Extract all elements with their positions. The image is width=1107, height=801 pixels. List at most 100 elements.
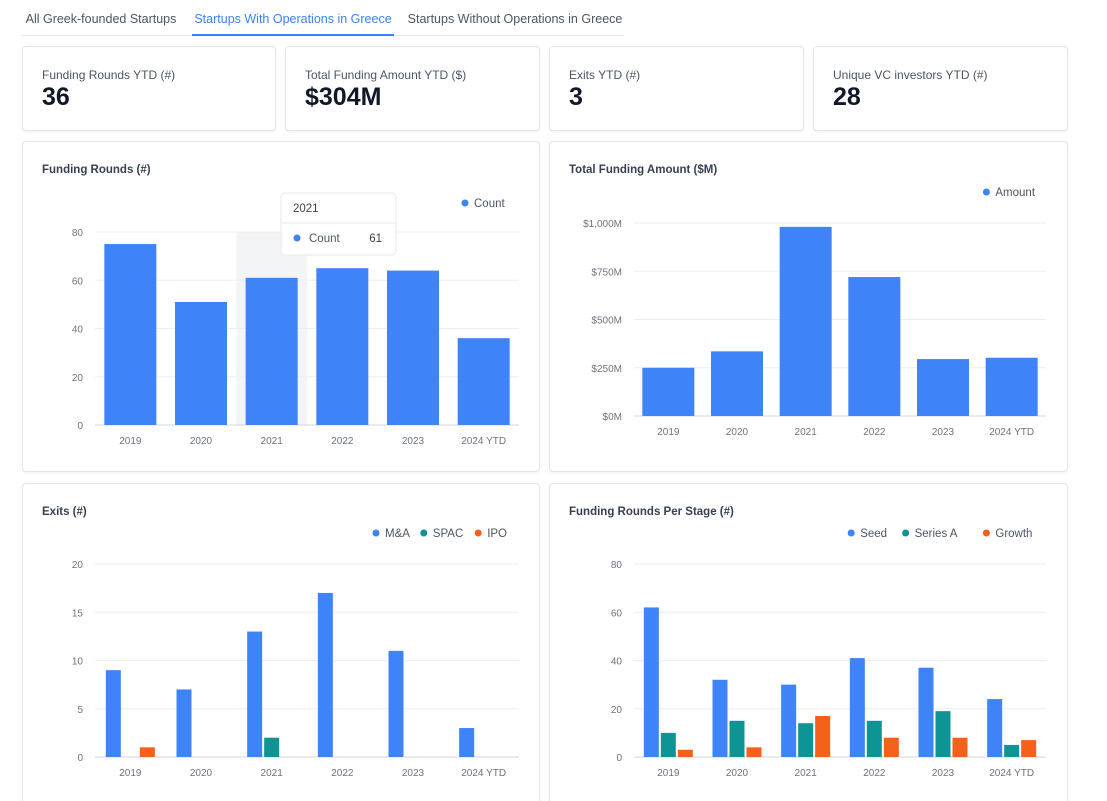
bar: [935, 711, 951, 757]
y-tick-label: 5: [77, 705, 83, 716]
tooltip-title: 2021: [293, 203, 319, 215]
x-tick-label: 2024 YTD: [989, 427, 1034, 438]
y-tick-label: $250M: [591, 364, 622, 375]
x-tick-label: 2019: [119, 768, 142, 779]
y-tick-label: 20: [72, 560, 84, 571]
y-tick-label: 0: [616, 753, 622, 764]
y-tick-label: $500M: [591, 316, 622, 327]
bar: [459, 728, 475, 757]
y-tick-label: $1,000M: [583, 219, 622, 230]
bar: [781, 684, 797, 757]
kpi-label: Exits YTD (#): [569, 68, 641, 82]
kpi-card-total-funding: Total Funding Amount YTD ($) $304M: [285, 46, 540, 131]
kpi-value: 36: [42, 83, 70, 111]
y-tick-label: 20: [72, 373, 84, 384]
bar: [247, 631, 263, 757]
tab-all-greek-founded[interactable]: All Greek-founded Startups: [25, 12, 177, 26]
bar: [176, 689, 192, 757]
tooltip-marker: [293, 234, 301, 242]
bar: [918, 667, 934, 757]
legend-label: SPAC: [433, 528, 463, 540]
bar: [798, 723, 814, 757]
x-tick-label: 2023: [402, 768, 425, 779]
x-tick-label: 2022: [863, 768, 886, 779]
kpi-value: 3: [569, 83, 583, 111]
kpi-value: $304M: [305, 83, 382, 111]
tooltip-box: [280, 192, 397, 256]
kpi-value: 28: [833, 83, 861, 111]
legend-label: IPO: [487, 528, 507, 540]
kpi-card-exits: Exits YTD (#) 3: [549, 46, 804, 131]
legend-label: Series A: [915, 528, 958, 540]
bar: [815, 715, 831, 757]
x-tick-label: 2024 YTD: [461, 768, 506, 779]
chart-card-funding-rounds: Funding Rounds (#) 0 20 40 60 80 2019 2020 2021…: [22, 141, 540, 472]
legend-marker: [902, 529, 910, 537]
funding-rounds-chart: 0 20 40 60 80 2019 2020 2021 2022 2023 2024 YTD Cou…: [72, 192, 519, 447]
kpi-label: Unique VC investors YTD (#): [833, 68, 988, 82]
y-tick-label: 40: [72, 325, 84, 336]
chart-card-funding-per-stage: Funding Rounds Per Stage (#) 0 20 40 60 80 20…: [549, 483, 1068, 801]
x-tick-label: 2020: [190, 768, 213, 779]
tooltip-series-label: Count: [309, 233, 340, 245]
x-tick-label: 2021: [261, 768, 284, 779]
chart-title: Total Funding Amount ($M): [569, 164, 718, 176]
y-tick-label: 0: [77, 753, 83, 764]
x-tick-label: 2022: [863, 427, 886, 438]
bar: [677, 749, 693, 757]
bar: [729, 720, 745, 757]
x-tick-label: 2023: [402, 436, 425, 447]
bar: [660, 732, 676, 757]
x-tick-label: 2020: [190, 436, 213, 447]
y-tick-label: 15: [72, 608, 84, 619]
x-tick-label: 2019: [657, 427, 680, 438]
tab-bar: All Greek-founded Startups Startups With…: [22, 6, 624, 36]
legend-marker: [372, 529, 380, 537]
bar: [245, 277, 298, 425]
bar: [139, 747, 155, 757]
legend-marker: [982, 529, 990, 537]
bar: [883, 737, 899, 757]
y-tick-label: 40: [611, 657, 623, 668]
legend-marker: [461, 199, 469, 207]
bar: [388, 650, 404, 757]
y-tick-label: $0M: [603, 412, 622, 423]
legend-label: M&A: [385, 528, 410, 540]
x-tick-label: 2024 YTD: [989, 768, 1034, 779]
chart-card-exits: Exits (#) 0 5 10 15 20 2019 2020 2021 2022 2023 20…: [22, 483, 540, 801]
legend-marker: [847, 529, 855, 537]
x-tick-label: 2020: [726, 768, 749, 779]
x-tick-label: 2021: [795, 768, 818, 779]
bar: [712, 679, 728, 757]
chart-title: Funding Rounds (#): [42, 164, 151, 176]
kpi-label: Total Funding Amount YTD ($): [305, 68, 467, 82]
x-tick-label: 2023: [932, 427, 955, 438]
bar: [642, 367, 695, 416]
x-tick-label: 2019: [657, 768, 680, 779]
bar: [387, 270, 439, 425]
bar: [779, 226, 832, 416]
tab-with-operations[interactable]: Startups With Operations in Greece: [192, 6, 394, 36]
tooltip: 2021 Count 61: [280, 192, 397, 256]
funding-per-stage-chart: 0 20 40 60 80 2019 2020 2021 2022 2023 2024 YTD Gro…: [611, 528, 1046, 779]
kpi-card-funding-rounds: Funding Rounds YTD (#) 36: [22, 46, 276, 131]
y-tick-label: 80: [611, 560, 623, 571]
y-tick-label: 20: [611, 705, 623, 716]
x-tick-label: 2022: [331, 436, 354, 447]
bar: [849, 658, 865, 757]
x-tick-label: 2023: [932, 768, 955, 779]
bar: [105, 670, 121, 757]
bar: [316, 268, 369, 425]
chart-title: Exits (#): [42, 506, 87, 518]
tooltip-value: 61: [369, 233, 382, 245]
bar: [985, 357, 1038, 416]
x-tick-label: 2024 YTD: [461, 436, 506, 447]
legend-label: Amount: [995, 187, 1035, 199]
y-tick-label: 60: [72, 276, 84, 287]
x-tick-label: 2021: [261, 436, 284, 447]
tab-without-operations[interactable]: Startups Without Operations in Greece: [407, 12, 623, 26]
y-tick-label: 0: [77, 421, 83, 432]
legend-label: Growth: [995, 528, 1032, 540]
bar: [848, 277, 901, 416]
kpi-card-unique-vc: Unique VC investors YTD (#) 28: [813, 46, 1068, 131]
